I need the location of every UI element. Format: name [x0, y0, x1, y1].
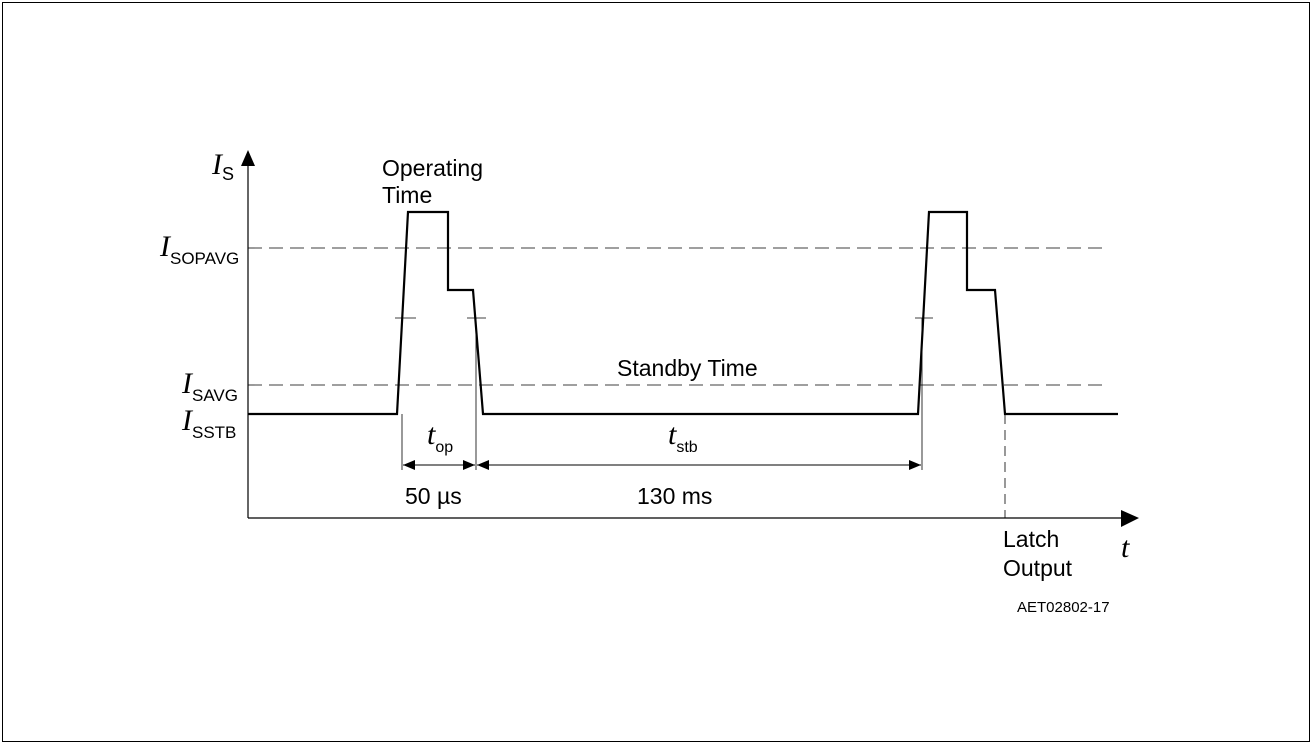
t-stb-value: 130 ms [637, 483, 712, 509]
latch-output-label-line2: Output [1003, 555, 1073, 581]
latch-output-label-line1: Latch [1003, 526, 1059, 552]
current-waveform [248, 210, 1118, 416]
x-axis-label: t [1121, 531, 1130, 564]
y-axis-label: IS [211, 148, 234, 184]
level-label-savg: ISAVG [181, 367, 238, 405]
operating-time-label-line2: Time [382, 182, 432, 208]
operating-time-label-line1: Operating [382, 155, 483, 181]
level-label-sstb: ISSTB [181, 404, 236, 442]
standby-time-label: Standby Time [617, 355, 758, 381]
t-op-symbol: top [427, 418, 453, 456]
figure-id: AET02802-17 [1017, 599, 1110, 616]
level-label-sopavg: ISOPAVG [159, 230, 239, 268]
t-stb-symbol: tstb [668, 418, 698, 456]
x-axis-arrowhead [1121, 510, 1139, 527]
y-axis-arrowhead [241, 150, 255, 166]
t-op-value: 50 µs [405, 483, 462, 509]
